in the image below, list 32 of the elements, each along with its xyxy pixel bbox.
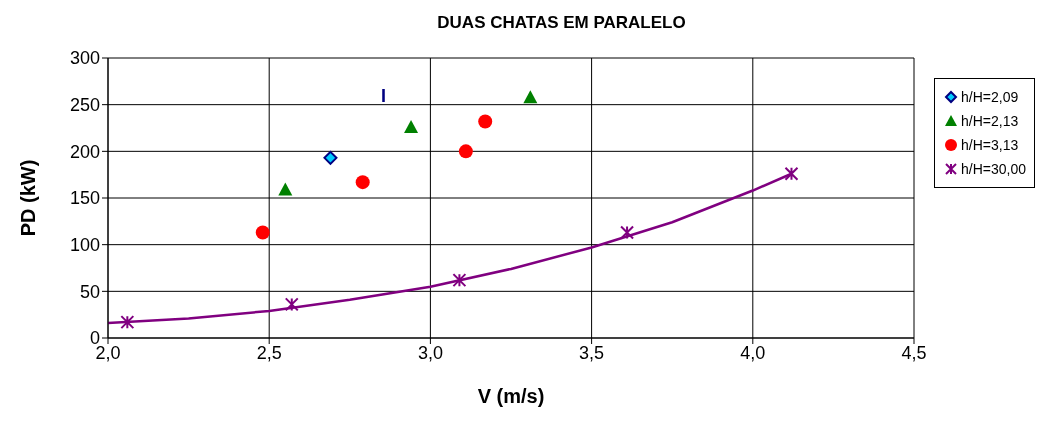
y-tick-label: 300 <box>69 48 100 69</box>
legend-label: h/H=2,09 <box>961 89 1019 105</box>
point <box>284 297 299 312</box>
x-axis-title: V (m/s) <box>477 385 545 407</box>
point <box>278 182 293 196</box>
x-tick-label: 3,5 <box>579 342 605 363</box>
point <box>323 150 338 165</box>
point <box>523 90 538 104</box>
point <box>404 120 419 134</box>
y-tick-label: 150 <box>69 188 100 209</box>
point <box>458 144 473 159</box>
y-tick-label: 200 <box>69 141 100 162</box>
legend-label: h/H=3,13 <box>961 137 1019 153</box>
point <box>478 114 493 129</box>
point <box>355 175 370 190</box>
y-tick-label: 250 <box>69 95 100 116</box>
x-tick-label: 4,5 <box>901 342 927 363</box>
x-tick-label: 4,0 <box>740 342 766 363</box>
point <box>620 225 635 240</box>
legend-label: h/H=30,00 <box>961 161 1026 177</box>
x-tick-label: 2,5 <box>256 342 282 363</box>
point <box>452 273 467 288</box>
point <box>120 315 135 330</box>
legend-label: h/H=2,13 <box>961 113 1019 129</box>
point <box>784 166 799 181</box>
x-tick-label: 3,0 <box>417 342 443 363</box>
y-axis-title: PD (kW) <box>17 159 40 237</box>
chart-title: DUAS CHATAS EM PARALELO <box>436 12 687 34</box>
point <box>255 225 270 240</box>
y-tick-label: 100 <box>69 235 100 256</box>
annotation: I <box>381 86 387 107</box>
y-tick-label: 50 <box>79 281 100 302</box>
